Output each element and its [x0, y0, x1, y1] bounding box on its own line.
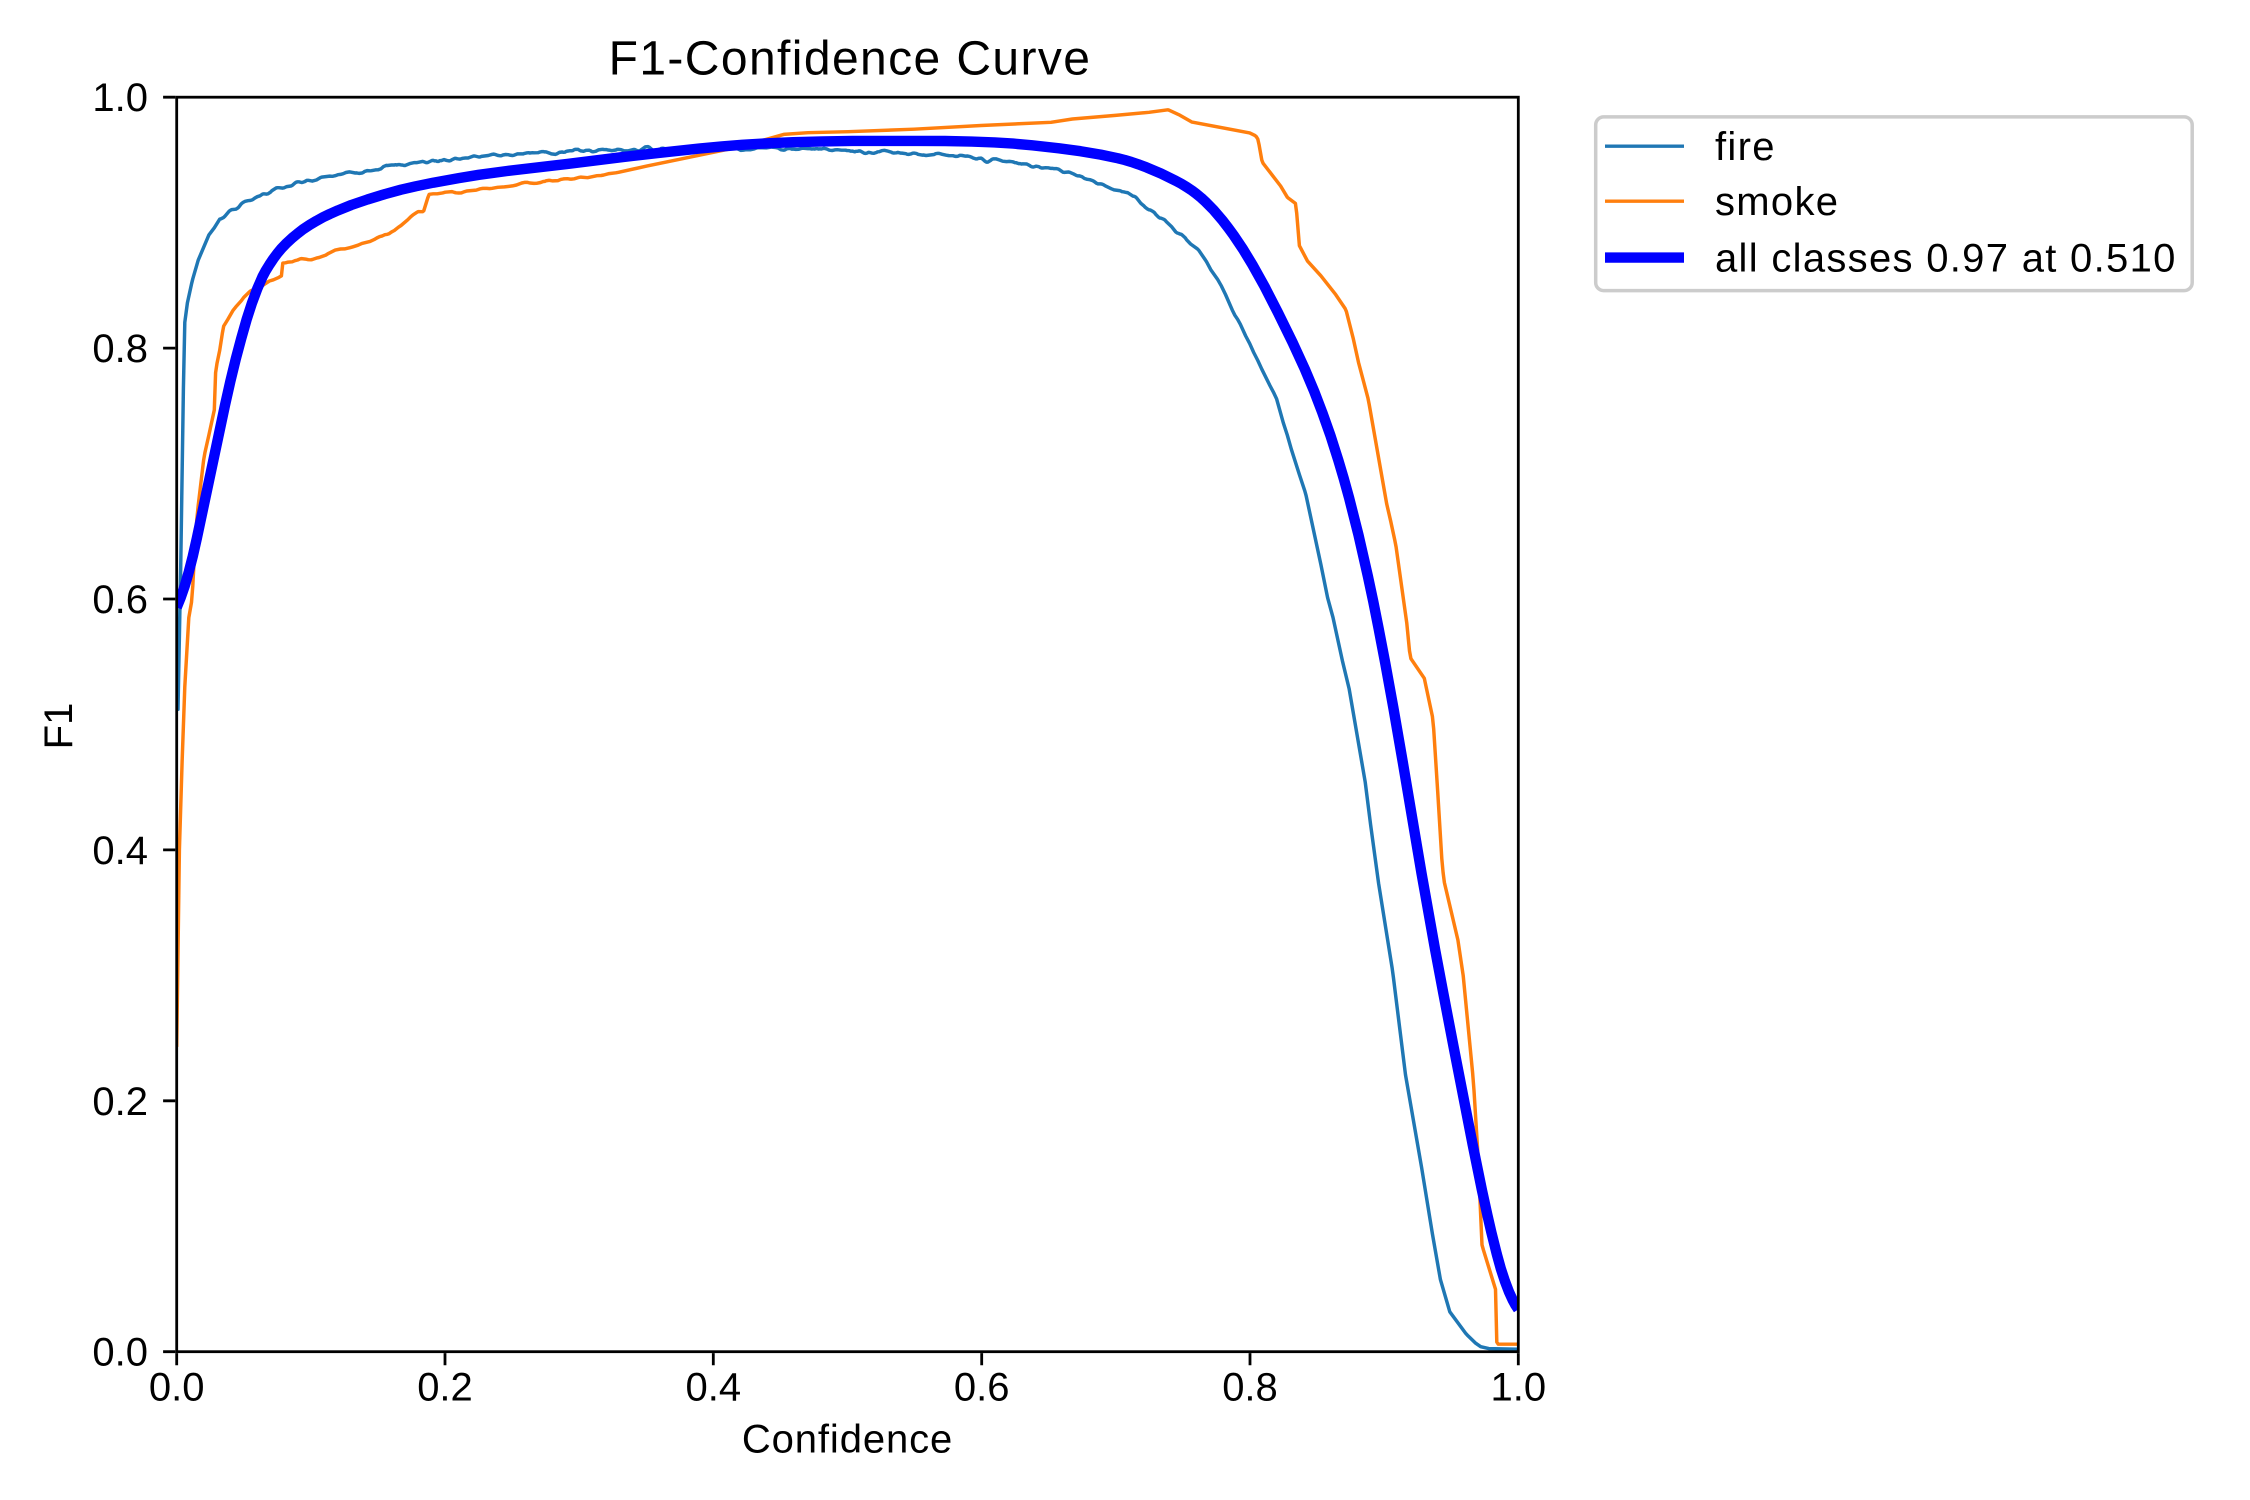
svg-text:F1-Confidence Curve: F1-Confidence Curve	[609, 33, 1092, 86]
svg-text:1.0: 1.0	[92, 76, 148, 120]
svg-text:all classes 0.97 at 0.510: all classes 0.97 at 0.510	[1715, 236, 2177, 280]
svg-text:0.8: 0.8	[92, 327, 148, 371]
svg-text:Confidence: Confidence	[742, 1417, 953, 1461]
svg-text:0.2: 0.2	[417, 1365, 473, 1409]
svg-text:fire: fire	[1715, 125, 1776, 169]
svg-text:0.0: 0.0	[92, 1331, 148, 1375]
svg-text:0.2: 0.2	[92, 1080, 148, 1124]
svg-text:0.4: 0.4	[92, 829, 148, 873]
svg-text:0.0: 0.0	[149, 1365, 205, 1409]
svg-text:0.6: 0.6	[92, 578, 148, 622]
svg-text:0.6: 0.6	[954, 1365, 1010, 1409]
svg-text:0.8: 0.8	[1222, 1365, 1278, 1409]
svg-text:0.4: 0.4	[685, 1365, 741, 1409]
svg-text:smoke: smoke	[1715, 180, 1839, 224]
svg-text:F1: F1	[37, 703, 81, 750]
svg-text:1.0: 1.0	[1490, 1365, 1546, 1409]
